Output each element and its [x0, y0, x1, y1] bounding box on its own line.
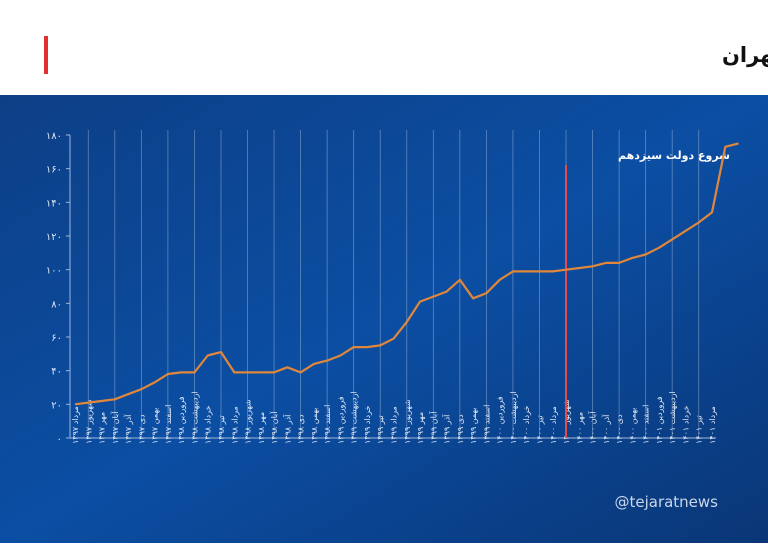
- x-tick-label: تیر ۱۴۰۱: [695, 415, 704, 444]
- x-tick-label: بهمن ۱۴۰۰: [628, 408, 637, 444]
- annotation-label: شروع دولت سیزدهم: [618, 149, 730, 162]
- x-tick-label: دی ۱۳۹۷: [137, 414, 146, 444]
- x-tick-label: فروردین ۱۴۰۰: [496, 396, 505, 444]
- x-tick-label: آبان ۱۳۹۸: [269, 411, 279, 444]
- x-tick-label: اسفند ۱۳۹۹: [482, 405, 491, 444]
- x-tick-label: آذر ۱۳۹۹: [442, 414, 452, 444]
- header-bg: [0, 0, 768, 95]
- x-tick-label: مرداد ۱۴۰۰: [549, 406, 558, 444]
- x-tick-label: مهر ۱۳۹۸: [257, 412, 266, 444]
- panel-bg: [0, 95, 768, 543]
- x-tick-label: اردیبهشت ۱۴۰۱: [668, 391, 677, 444]
- x-tick-label: اردیبهشت ۱۳۹۹: [350, 391, 359, 444]
- x-tick-label: بهمن ۱۳۹۹: [469, 408, 478, 444]
- x-tick-label: دی ۱۳۹۹: [456, 414, 465, 444]
- data-line: [74, 142, 739, 406]
- x-tick-label: مرداد ۱۳۹۸: [230, 406, 239, 444]
- x-tick-label: مهر ۱۳۹۹: [416, 412, 425, 444]
- y-tick-label: ۱۸۰: [46, 131, 62, 142]
- x-tick-label: خرداد ۱۴۰۱: [681, 406, 690, 444]
- x-tick-label: مرداد ۱۴۰۱: [708, 406, 717, 444]
- x-tick-label: شهریور ۱۳۹۷: [84, 399, 93, 444]
- x-tick-label: آذر ۱۳۹۷: [123, 414, 133, 444]
- x-tick-label: شهریور ۱۳۹۸: [244, 399, 253, 444]
- y-tick-label: ۴۰: [51, 367, 62, 378]
- x-tick-label: مرداد ۱۳۹۹: [390, 406, 399, 444]
- y-tick-label: ۸۰: [51, 299, 62, 310]
- x-tick-label: آذر ۱۴۰۰: [601, 414, 611, 444]
- y-tick-label: ۱۶۰: [46, 165, 62, 176]
- x-tick-label: خرداد ۱۴۰۰: [522, 406, 531, 444]
- x-tick-label: اسفند ۱۴۰۰: [642, 405, 651, 444]
- x-tick-label: دی ۱۴۰۰: [615, 414, 624, 444]
- x-tick-label: مهر ۱۴۰۰: [575, 412, 584, 444]
- x-tick-label: فروردین ۱۳۹۹: [336, 396, 345, 444]
- x-tick-label: شهریور ۱۳۹۹: [403, 399, 412, 444]
- header-accent: [44, 36, 48, 74]
- x-tick-label: دی ۱۳۹۸: [297, 414, 306, 444]
- x-tick-label: اسفند ۱۳۹۷: [164, 405, 173, 444]
- y-tick-label: ۲۰: [51, 400, 62, 411]
- x-tick-label: اسفند ۱۳۹۸: [323, 405, 332, 444]
- x-tick-label: آبان ۱۳۹۷: [110, 411, 120, 444]
- y-tick-label: ۱۲۰: [46, 232, 62, 243]
- y-tick-label: ۱۰۰: [46, 266, 62, 277]
- x-tick-label: خرداد ۱۳۹۸: [204, 406, 213, 444]
- x-tick-label: فروردین ۱۳۹۸: [177, 396, 186, 444]
- x-tick-label: آبان ۱۴۰۰: [588, 411, 598, 444]
- x-tick-label: آبان ۱۳۹۹: [428, 411, 438, 444]
- x-tick-label: تیر ۱۳۹۸: [217, 415, 226, 444]
- x-tick-label: خرداد ۱۳۹۹: [363, 406, 372, 444]
- x-tick-label: تیر ۱۳۹۹: [376, 415, 385, 444]
- x-tick-label: فروردین ۱۴۰۱: [655, 396, 664, 444]
- x-tick-label: مرداد ۱۳۹۷: [71, 406, 80, 444]
- y-tick-label: ۰: [57, 434, 62, 445]
- x-tick-label: تیر ۱۴۰۰: [535, 415, 544, 444]
- y-tick-label: ۶۰: [51, 333, 62, 344]
- x-tick-label: بهمن ۱۳۹۸: [310, 408, 319, 444]
- x-tick-label: اردیبهشت ۱۴۰۰: [509, 391, 518, 444]
- x-tick-label: آذر ۱۳۹۸: [282, 414, 292, 444]
- x-tick-label: اردیبهشت ۱۳۹۸: [190, 391, 199, 444]
- chart-title: شاخص قیمت آپارتمان‌های مسکونی مناطق ۲۲گا…: [722, 42, 768, 67]
- y-tick-label: ۱۴۰: [46, 198, 62, 209]
- x-tick-label: بهمن ۱۳۹۷: [151, 408, 160, 444]
- x-tick-label: مهر ۱۳۹۷: [98, 412, 107, 444]
- watermark: @tejaratnews: [614, 493, 718, 511]
